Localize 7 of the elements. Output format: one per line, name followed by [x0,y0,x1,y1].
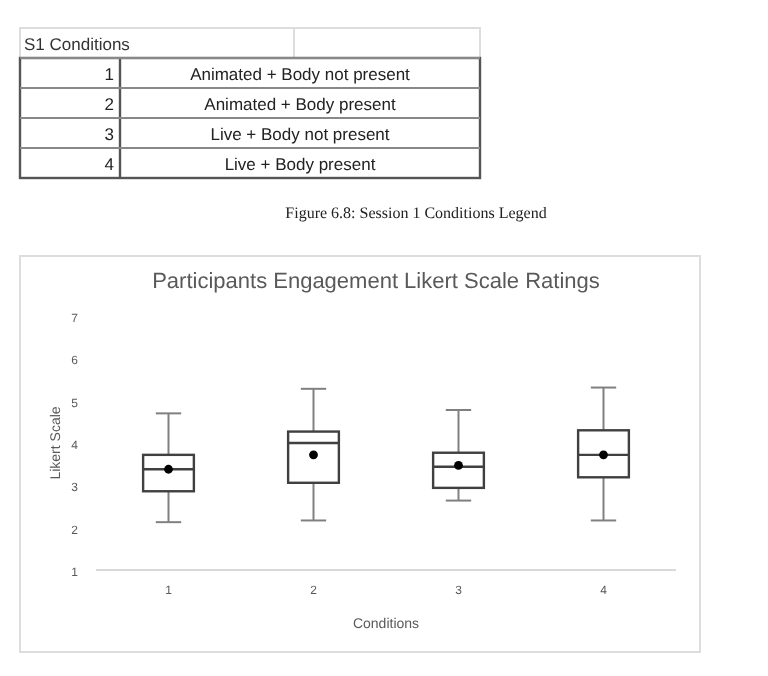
point [599,450,608,460]
point [164,464,173,474]
conditions-table: S1 Conditions 1 Animated + Body not present 2 Animated + Body present 3 Live + Body not present 4 Live + Body present [18,27,482,180]
point [454,461,463,470]
caption: Figure 6.8: Session 1 Conditions Legend [285,204,547,222]
point [309,450,318,460]
chart-title: Participants Engagement Likert Scale Ratings [152,270,601,294]
